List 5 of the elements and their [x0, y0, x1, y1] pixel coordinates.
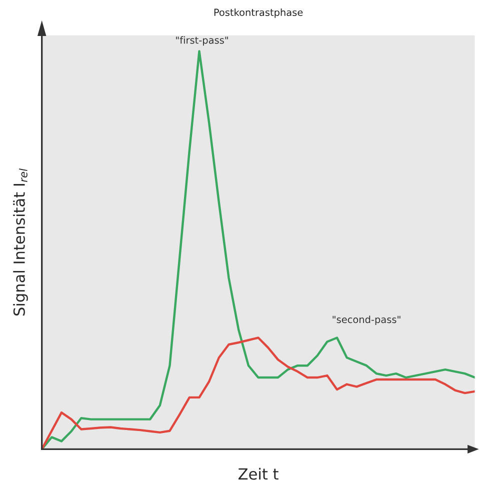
chart-title: Postkontrastphase	[214, 8, 303, 18]
x-axis-title: Zeit t	[238, 468, 278, 480]
y-axis-title: Signal Intensität I$_{rel}$	[13, 168, 28, 316]
annotation: "second-pass"	[332, 316, 400, 326]
text: "first-pass"	[176, 36, 228, 46]
